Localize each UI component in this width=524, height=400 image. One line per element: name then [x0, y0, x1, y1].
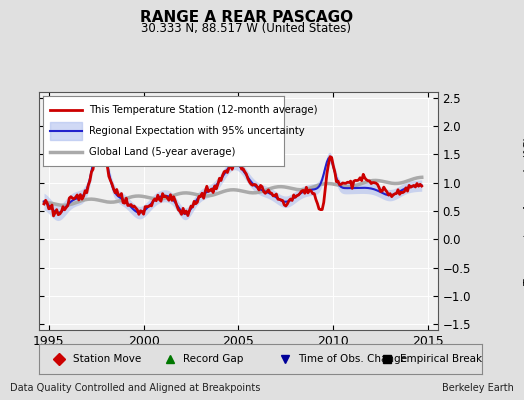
Text: Regional Expectation with 95% uncertainty: Regional Expectation with 95% uncertaint…: [89, 126, 304, 136]
Text: Berkeley Earth: Berkeley Earth: [442, 383, 514, 393]
Text: Data Quality Controlled and Aligned at Breakpoints: Data Quality Controlled and Aligned at B…: [10, 383, 261, 393]
Text: 30.333 N, 88.517 W (United States): 30.333 N, 88.517 W (United States): [141, 22, 351, 35]
Text: Record Gap: Record Gap: [183, 354, 244, 364]
Text: Station Move: Station Move: [72, 354, 141, 364]
Text: RANGE A REAR PASCAGO: RANGE A REAR PASCAGO: [140, 10, 353, 25]
Text: Empirical Break: Empirical Break: [400, 354, 482, 364]
Text: This Temperature Station (12-month average): This Temperature Station (12-month avera…: [89, 105, 317, 115]
Text: Global Land (5-year average): Global Land (5-year average): [89, 147, 235, 157]
Text: Time of Obs. Change: Time of Obs. Change: [298, 354, 407, 364]
